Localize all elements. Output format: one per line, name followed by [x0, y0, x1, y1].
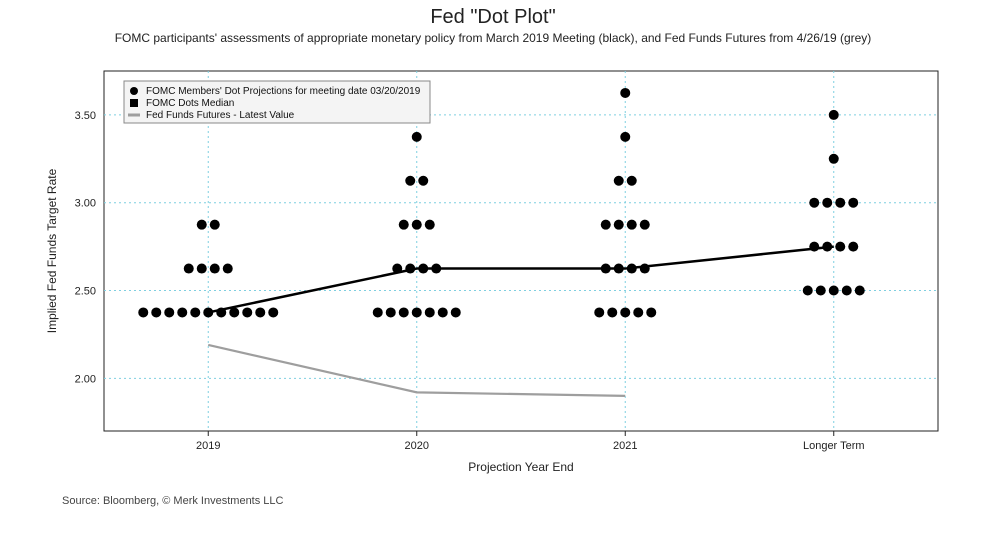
fomc-dot: [620, 307, 630, 317]
y-tick-label: 3.00: [75, 198, 96, 210]
x-tick-label: Longer Term: [803, 440, 865, 452]
fomc-dot: [216, 307, 226, 317]
fomc-dot: [438, 307, 448, 317]
y-tick-label: 2.50: [75, 286, 96, 298]
fomc-dot: [177, 307, 187, 317]
fomc-dot: [614, 176, 624, 186]
fomc-dot: [646, 307, 656, 317]
fomc-dot: [822, 198, 832, 208]
fomc-dot: [386, 307, 396, 317]
legend-label: FOMC Members' Dot Projections for meetin…: [146, 86, 421, 97]
fomc-dot: [203, 307, 213, 317]
chart-container: 2.00 2.50 3.00 3.50 2019 2020 2021 Longer Term P…: [28, 51, 958, 491]
median-line: [208, 247, 834, 313]
fomc-dot: [268, 307, 278, 317]
fomc-dot: [425, 220, 435, 230]
fomc-dot: [829, 286, 839, 296]
x-tick-label: 2021: [613, 440, 637, 452]
fomc-dot: [829, 110, 839, 120]
y-axis-label: Implied Fed Funds Target Rate: [45, 168, 59, 333]
fomc-dot: [405, 176, 415, 186]
fomc-dot: [835, 198, 845, 208]
fomc-dot: [210, 264, 220, 274]
fomc-dot: [418, 176, 428, 186]
fomc-dot: [803, 286, 813, 296]
fomc-dot: [255, 307, 265, 317]
x-tick-label: 2020: [405, 440, 429, 452]
fomc-dot: [822, 242, 832, 252]
fomc-dot: [399, 307, 409, 317]
legend-label: FOMC Dots Median: [146, 98, 234, 109]
fomc-dot: [425, 307, 435, 317]
fomc-dot: [451, 307, 461, 317]
fomc-dot: [399, 220, 409, 230]
legend-label: Fed Funds Futures - Latest Value: [146, 110, 295, 121]
fomc-dot: [627, 176, 637, 186]
legend-marker-square: [130, 99, 138, 107]
fomc-dot: [223, 264, 233, 274]
fomc-dot: [601, 220, 611, 230]
source-attribution: Source: Bloomberg, © Merk Investments LL…: [62, 495, 986, 507]
fomc-dot: [848, 198, 858, 208]
fomc-dot: [627, 220, 637, 230]
x-tick-label: 2019: [196, 440, 220, 452]
fomc-dot: [229, 307, 239, 317]
fomc-dot: [633, 307, 643, 317]
fomc-dot: [816, 286, 826, 296]
fomc-dot: [614, 220, 624, 230]
fomc-dot: [190, 307, 200, 317]
fomc-dot: [373, 307, 383, 317]
fomc-dot: [809, 198, 819, 208]
fomc-dot: [412, 307, 422, 317]
fomc-dot: [809, 242, 819, 252]
fomc-dot: [242, 307, 252, 317]
fomc-dot: [640, 264, 650, 274]
fomc-dot: [412, 220, 422, 230]
fomc-dot: [835, 242, 845, 252]
fomc-dot: [184, 264, 194, 274]
fomc-dot: [601, 264, 611, 274]
fomc-dot: [197, 264, 207, 274]
fomc-dot: [627, 264, 637, 274]
legend-marker-circle: [130, 87, 138, 95]
x-axis-label: Projection Year End: [468, 460, 573, 474]
y-tick-label: 2.00: [75, 373, 96, 385]
chart-subtitle: FOMC participants' assessments of approp…: [0, 31, 986, 45]
fomc-dot: [431, 264, 441, 274]
fomc-dot: [842, 286, 852, 296]
fomc-dot: [848, 242, 858, 252]
fomc-dot: [164, 307, 174, 317]
fomc-dot: [412, 132, 422, 142]
fomc-dot: [418, 264, 428, 274]
dot-plot-chart: 2.00 2.50 3.00 3.50 2019 2020 2021 Longer Term P…: [28, 51, 958, 491]
fomc-dot: [855, 286, 865, 296]
fomc-dot: [197, 220, 207, 230]
fomc-dot: [607, 307, 617, 317]
fomc-dot: [640, 220, 650, 230]
fomc-dot: [594, 307, 604, 317]
fomc-dot: [620, 88, 630, 98]
fomc-dot: [614, 264, 624, 274]
fomc-dot: [620, 132, 630, 142]
fomc-dot: [151, 307, 161, 317]
y-tick-label: 3.50: [75, 110, 96, 122]
fomc-dot: [210, 220, 220, 230]
fomc-dot: [392, 264, 402, 274]
fomc-dot: [138, 307, 148, 317]
fomc-dot: [405, 264, 415, 274]
chart-title: Fed "Dot Plot": [0, 6, 986, 29]
fomc-dot: [829, 154, 839, 164]
